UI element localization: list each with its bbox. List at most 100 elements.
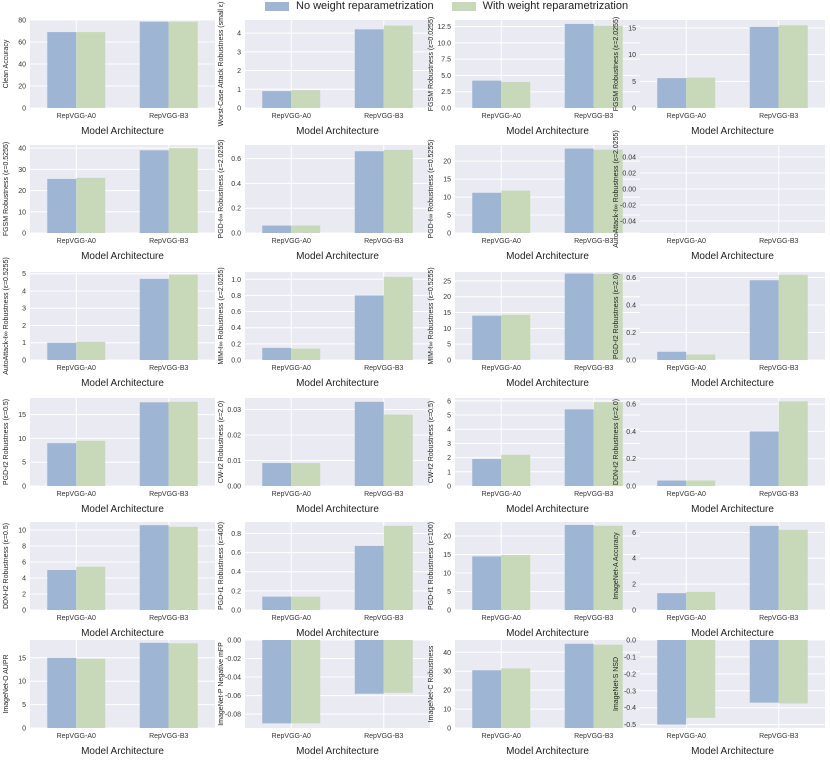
y-axis-label: CW-ℓ2 Robustness (ε=0.5) xyxy=(428,401,435,483)
x-axis-label: Model Architecture xyxy=(506,251,589,262)
y-tick-label: 0.2 xyxy=(231,206,241,213)
y-axis-label: ImageNet-P Negative mFP xyxy=(218,642,225,726)
bar-no-reparam-RepVGG-A0 xyxy=(47,178,77,233)
bar-no-reparam-RepVGG-B3 xyxy=(564,643,594,728)
y-tick-label: 0.2 xyxy=(626,330,636,337)
bar-no-reparam-RepVGG-A0 xyxy=(472,192,502,233)
x-tick-label: RepVGG-B3 xyxy=(574,733,613,740)
x-tick-label: RepVGG-A0 xyxy=(667,238,706,245)
chart-panel-22: 0 10 20 30 40 RepVGG-A0 RepVGG-B3 Model Archite… xyxy=(428,640,640,757)
x-tick-label: RepVGG-A0 xyxy=(482,615,521,622)
y-tick-label: 15 xyxy=(628,26,636,33)
legend-swatch-with-reparam xyxy=(451,1,476,11)
y-tick-label: 0.0 xyxy=(626,484,636,491)
y-tick-label: 20 xyxy=(18,188,26,195)
y-tick-label: 0.4 xyxy=(231,181,241,188)
x-tick-label: RepVGG-A0 xyxy=(482,365,521,372)
y-tick-label: 4 xyxy=(447,427,451,434)
x-tick-label: RepVGG-B3 xyxy=(574,365,613,372)
bar-no-reparam-RepVGG-B3 xyxy=(749,280,779,360)
bar-no-reparam-RepVGG-B3 xyxy=(354,545,384,610)
chart-panel-7: -0.04 -0.02 0.00 0.02 0.04 RepVGG-A0 RepVGG-B3… xyxy=(613,130,825,262)
bar-no-reparam-RepVGG-A0 xyxy=(472,315,502,360)
y-tick-label: 0.6 xyxy=(626,275,636,282)
x-axis-label: Model Architecture xyxy=(81,628,164,639)
bar-no-reparam-RepVGG-B3 xyxy=(564,148,594,233)
y-tick-label: 20 xyxy=(18,84,26,91)
y-axis-label: PGD-ℓ2 Robustness (ε=0.5) xyxy=(3,399,10,485)
bar-no-reparam-RepVGG-A0 xyxy=(472,670,502,728)
y-tick-label: 4 xyxy=(632,556,636,563)
y-tick-label: 0.6 xyxy=(231,156,241,163)
y-tick-label: 10 xyxy=(628,52,636,59)
y-axis-label: ImageNet-A Accuracy xyxy=(613,532,620,600)
y-axis-label: FGSM Robustness (ε=2.0255) xyxy=(613,17,620,111)
bar-with-reparam-RepVGG-B3 xyxy=(168,401,198,486)
y-tick-label: 0 xyxy=(447,484,451,491)
y-tick-label: 0.2 xyxy=(626,456,636,463)
y-tick-label: 15 xyxy=(18,412,26,419)
bar-no-reparam-RepVGG-A0 xyxy=(472,459,502,486)
y-tick-label: 10 xyxy=(443,195,451,202)
x-tick-label: RepVGG-A0 xyxy=(482,733,521,740)
y-tick-label: 0.02 xyxy=(622,171,636,178)
bar-with-reparam-RepVGG-B3 xyxy=(168,148,198,233)
bar-with-reparam-RepVGG-A0 xyxy=(76,440,106,486)
bar-with-reparam-RepVGG-B3 xyxy=(593,402,623,486)
y-tick-label: -0.04 xyxy=(620,219,636,226)
chart-panel-23: -0.5 -0.4 -0.3 -0.2 -0.1 0.0 RepVGG-A0 RepVGG-B… xyxy=(613,638,825,757)
y-tick-label: 0.0 xyxy=(231,231,241,238)
x-axis-label: Model Architecture xyxy=(81,251,164,262)
bar-no-reparam-RepVGG-A0 xyxy=(472,556,502,610)
bar-no-reparam-RepVGG-A0 xyxy=(657,593,687,610)
x-tick-label: RepVGG-A0 xyxy=(482,113,521,120)
y-tick-label: 0 xyxy=(22,608,26,615)
x-tick-label: RepVGG-B3 xyxy=(149,365,188,372)
chart-panel-11: 0.0 0.2 0.4 0.6 RepVGG-A0 RepVGG-B3 Model Arch… xyxy=(613,272,825,389)
y-tick-label: -0.3 xyxy=(624,688,636,695)
x-tick-label: RepVGG-B3 xyxy=(149,491,188,498)
x-tick-label: RepVGG-A0 xyxy=(57,113,96,120)
y-tick-label: 4 xyxy=(22,288,26,295)
y-tick-label: 0.4 xyxy=(231,325,241,332)
y-axis-label: PGD-ℓ∞ Robustness (ε=2.0255) xyxy=(218,140,225,239)
y-tick-label: 0.8 xyxy=(231,293,241,300)
x-tick-label: RepVGG-A0 xyxy=(667,491,706,498)
bar-with-reparam-RepVGG-B3 xyxy=(383,25,413,109)
bar-no-reparam-RepVGG-B3 xyxy=(354,29,384,108)
x-axis-label: Model Architecture xyxy=(296,126,379,137)
y-tick-label: 0.00 xyxy=(227,484,241,491)
bar-with-reparam-RepVGG-A0 xyxy=(501,668,531,728)
bar-with-reparam-RepVGG-A0 xyxy=(291,640,321,724)
y-tick-label: 15 xyxy=(443,177,451,184)
x-axis-label: Model Architecture xyxy=(691,378,774,389)
y-tick-label: 10 xyxy=(443,571,451,578)
y-tick-label: -0.5 xyxy=(624,722,636,729)
x-axis-label: Model Architecture xyxy=(691,628,774,639)
x-tick-label: RepVGG-B3 xyxy=(759,733,798,740)
bar-no-reparam-RepVGG-A0 xyxy=(262,347,292,360)
x-tick-label: RepVGG-B3 xyxy=(149,615,188,622)
y-tick-label: 40 xyxy=(443,650,451,657)
y-tick-label: 0 xyxy=(447,231,451,238)
x-tick-label: RepVGG-A0 xyxy=(272,365,311,372)
bar-no-reparam-RepVGG-A0 xyxy=(262,91,292,108)
bar-with-reparam-RepVGG-B3 xyxy=(593,525,623,610)
bar-with-reparam-RepVGG-B3 xyxy=(593,273,623,360)
x-axis-label: Model Architecture xyxy=(691,126,774,137)
bar-with-reparam-RepVGG-A0 xyxy=(76,177,106,233)
bar-no-reparam-RepVGG-A0 xyxy=(657,351,687,360)
bar-with-reparam-RepVGG-B3 xyxy=(168,643,198,728)
y-tick-label: 0 xyxy=(632,106,636,113)
y-axis-label: Clean Accuracy xyxy=(3,39,10,88)
x-tick-label: RepVGG-B3 xyxy=(364,113,403,120)
y-tick-label: 20 xyxy=(443,534,451,541)
y-tick-label: 0.0 xyxy=(231,358,241,365)
x-tick-label: RepVGG-B3 xyxy=(364,365,403,372)
x-tick-label: RepVGG-A0 xyxy=(57,733,96,740)
y-tick-label: 0.01 xyxy=(227,458,241,465)
y-tick-label: 0.4 xyxy=(626,303,636,310)
bar-with-reparam-RepVGG-A0 xyxy=(291,225,321,233)
bar-with-reparam-RepVGG-A0 xyxy=(686,77,716,108)
y-tick-label: -0.4 xyxy=(624,705,636,712)
